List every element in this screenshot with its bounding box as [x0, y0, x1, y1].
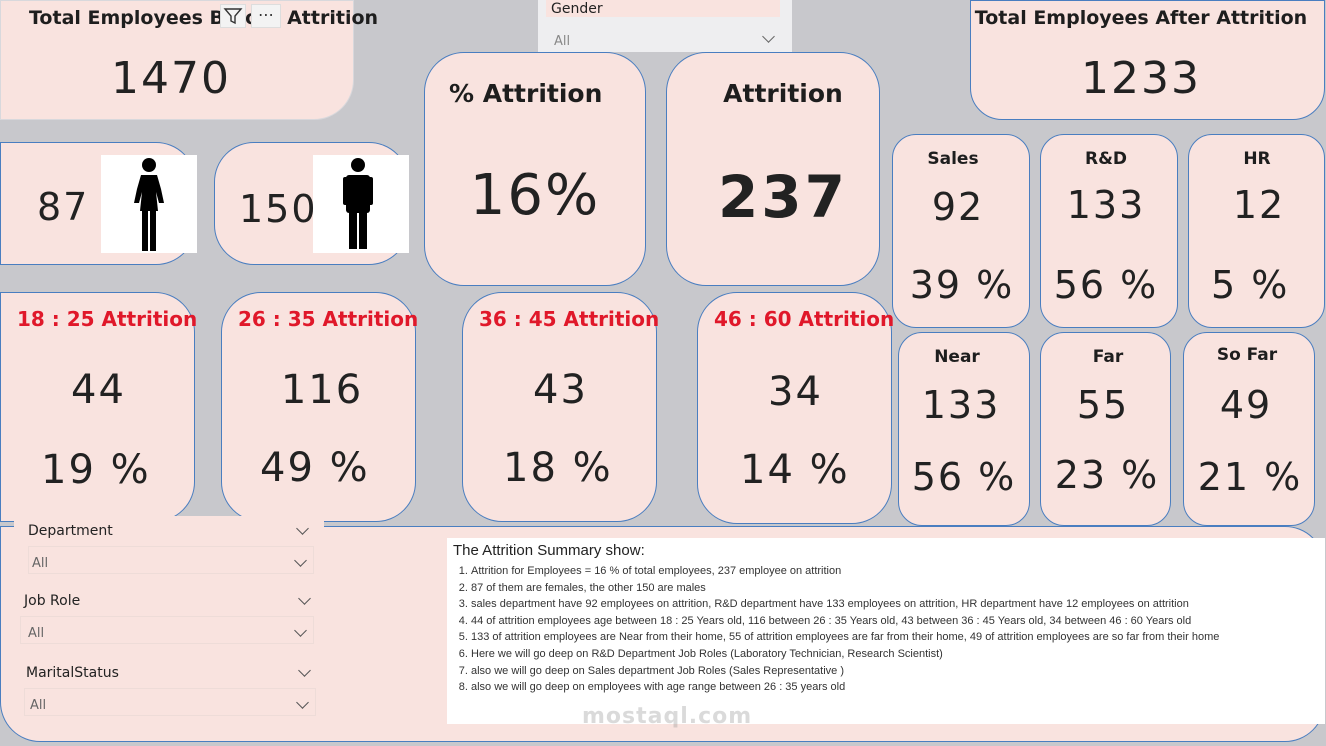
dept-card-hr[interactable]: HR 12 5 % — [1188, 134, 1325, 328]
age-count: 43 — [533, 367, 588, 413]
distance-card-so-far[interactable]: So Far 49 21 % — [1183, 332, 1315, 526]
total-before-card[interactable]: Total Employees Before Attrition 1470 — [0, 0, 378, 120]
dept-card-rnd[interactable]: R&D 133 56 % — [1040, 134, 1178, 328]
male-person-icon — [343, 158, 373, 249]
dept-count: 133 — [1066, 183, 1146, 227]
dept-name: Sales — [927, 149, 979, 169]
distance-count: 133 — [921, 383, 1001, 427]
dept-name: R&D — [1084, 149, 1128, 169]
pct-attrition-card[interactable]: % Attrition 16% — [424, 52, 646, 286]
distance-count: 49 — [1219, 383, 1273, 427]
job-role-slicer-label: Job Role — [24, 593, 81, 609]
distance-count: 55 — [1076, 383, 1130, 427]
female-person-icon — [134, 158, 164, 251]
dept-pct: 5 % — [1211, 263, 1290, 307]
dept-name: HR — [1243, 149, 1271, 169]
age-title: 46 : 60 Attrition — [714, 307, 895, 331]
total-before-title: Total Employees Before Attrition — [29, 7, 379, 29]
gender-slicer-label: Gender — [551, 1, 603, 17]
female-card[interactable]: 87 — [0, 142, 197, 265]
summary-item: 133 of attrition employees are Near from… — [471, 629, 1319, 646]
attrition-value: 237 — [717, 163, 849, 231]
male-card[interactable]: 150 — [214, 142, 409, 265]
pct-attrition-value: 16% — [469, 163, 601, 228]
total-after-card[interactable]: Total Employees After Attrition 1233 — [970, 0, 1325, 120]
age-card-36-45[interactable]: 36 : 45 Attrition 43 18 % — [462, 292, 660, 522]
age-title: 36 : 45 Attrition — [479, 307, 660, 331]
dept-count: 92 — [931, 185, 985, 229]
total-after-title: Total Employees After Attrition — [974, 7, 1308, 29]
age-count: 116 — [280, 367, 364, 413]
summary-heading: The Attrition Summary show: — [453, 542, 645, 559]
summary-item: 44 of attrition employees age between 18… — [471, 613, 1319, 630]
age-pct: 19 % — [41, 447, 151, 493]
summary-item: Here we will go deep on R&D Department J… — [471, 646, 1319, 663]
age-card-26-35[interactable]: 26 : 35 Attrition 116 49 % — [221, 292, 419, 522]
age-title: 26 : 35 Attrition — [238, 307, 419, 331]
age-card-18-25[interactable]: 18 : 25 Attrition 44 19 % — [0, 292, 198, 522]
age-count: 34 — [768, 369, 823, 415]
age-pct: 14 % — [740, 447, 850, 493]
age-pct: 18 % — [503, 445, 613, 491]
total-before-value: 1470 — [111, 53, 231, 104]
chevron-down-icon[interactable] — [296, 522, 309, 535]
attrition-summary: The Attrition Summary show: Attrition fo… — [447, 538, 1325, 724]
summary-item: 87 of them are females, the other 150 ar… — [471, 580, 1319, 597]
watermark: mostaql.com — [582, 704, 753, 729]
summary-item: Attrition for Employees = 16 % of total … — [471, 563, 1319, 580]
dept-pct: 39 % — [909, 263, 1015, 307]
distance-pct: 56 % — [911, 455, 1017, 499]
pct-attrition-title: % Attrition — [449, 79, 603, 108]
attrition-card[interactable]: Attrition 237 — [666, 52, 880, 286]
more-options-icon: ⋯ — [258, 5, 274, 24]
male-count: 150 — [239, 187, 318, 231]
summary-item: sales department have 92 employees on at… — [471, 596, 1319, 613]
visual-filter-button[interactable] — [220, 4, 246, 28]
distance-pct: 21 % — [1197, 455, 1303, 499]
department-slicer[interactable]: Department All — [14, 516, 324, 578]
dept-card-sales[interactable]: Sales 92 39 % — [892, 134, 1030, 328]
chevron-down-icon[interactable] — [762, 30, 775, 43]
distance-pct: 23 % — [1054, 453, 1160, 497]
distance-name: Far — [1092, 347, 1124, 367]
filter-icon — [223, 8, 243, 25]
summary-item: also we will go deep on Sales department… — [471, 663, 1319, 680]
job-role-slicer-value[interactable]: All — [28, 626, 45, 641]
distance-card-near[interactable]: Near 133 56 % — [898, 332, 1030, 526]
chevron-down-icon[interactable] — [298, 664, 311, 677]
chevron-down-icon[interactable] — [298, 592, 311, 605]
total-after-value: 1233 — [1081, 53, 1201, 104]
age-pct: 49 % — [260, 445, 370, 491]
distance-card-far[interactable]: Far 55 23 % — [1040, 332, 1171, 526]
visual-more-options-button[interactable]: ⋯ — [251, 4, 281, 28]
age-count: 44 — [71, 367, 126, 413]
female-count: 87 — [37, 185, 90, 229]
department-slicer-label: Department — [28, 523, 113, 539]
distance-name: Near — [934, 347, 980, 367]
distance-name: So Far — [1216, 345, 1278, 365]
gender-slicer[interactable]: Gender All — [538, 0, 792, 52]
marital-status-slicer-value[interactable]: All — [30, 698, 47, 713]
dept-count: 12 — [1232, 183, 1286, 227]
department-slicer-value[interactable]: All — [32, 556, 49, 571]
age-card-46-60[interactable]: 46 : 60 Attrition 34 14 % — [697, 292, 895, 524]
age-title: 18 : 25 Attrition — [17, 307, 198, 331]
summary-item: also we will go deep on employees with a… — [471, 679, 1319, 696]
summary-list: Attrition for Employees = 16 % of total … — [453, 563, 1319, 696]
dept-pct: 56 % — [1053, 263, 1159, 307]
gender-slicer-value[interactable]: All — [554, 34, 571, 49]
attrition-title: Attrition — [723, 79, 843, 108]
job-role-slicer[interactable]: Job Role All — [10, 586, 324, 648]
marital-status-slicer[interactable]: MaritalStatus All — [12, 658, 326, 718]
marital-status-slicer-label: MaritalStatus — [26, 665, 119, 681]
